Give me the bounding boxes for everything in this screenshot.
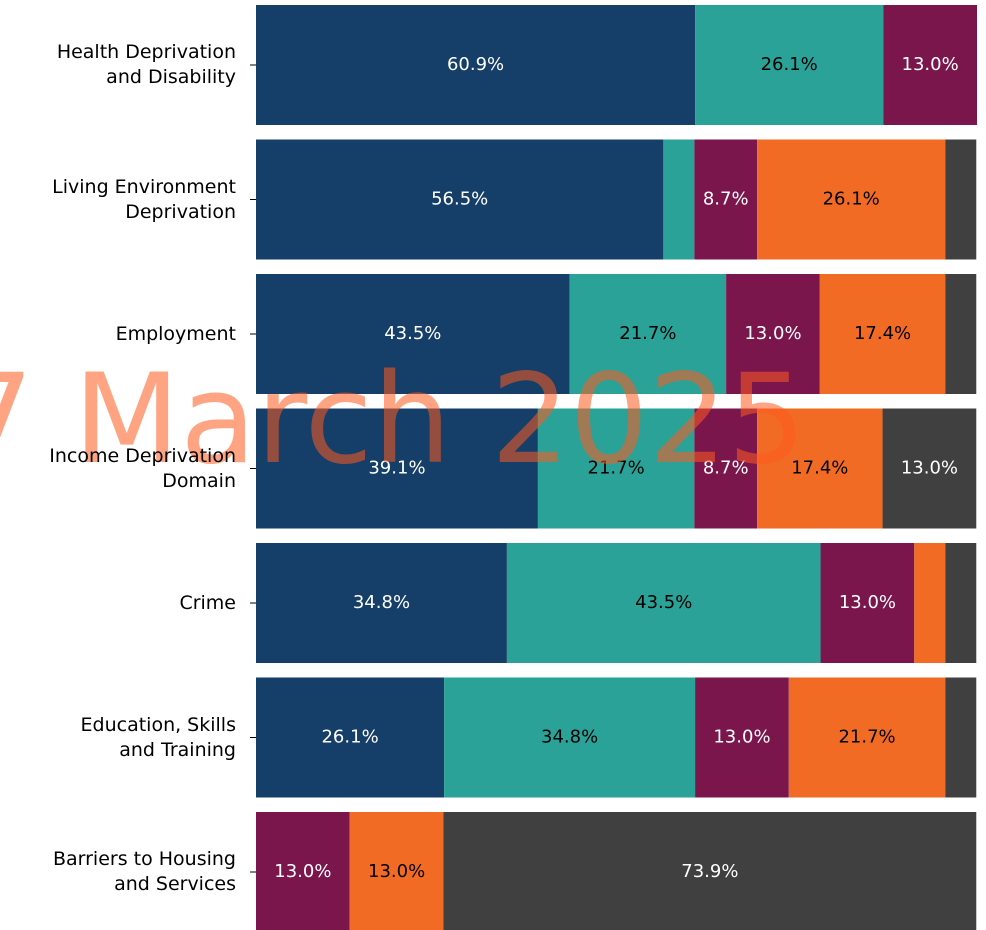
- value-label: 21.7%: [619, 323, 676, 344]
- y-tick-label: Education, Skills and Training: [80, 713, 236, 761]
- value-label: 21.7%: [588, 458, 645, 479]
- value-label: 8.7%: [703, 458, 749, 479]
- bar-segment: [256, 812, 350, 930]
- bar-segment: [256, 274, 570, 394]
- bar-segment: [882, 408, 977, 529]
- value-label: 21.7%: [838, 727, 895, 748]
- value-label: 60.9%: [447, 54, 504, 75]
- value-label: 13.0%: [744, 323, 801, 344]
- bar-segment: [569, 274, 727, 394]
- bar-segment: [726, 274, 820, 394]
- bar-segment: [349, 812, 444, 930]
- y-tick-label: Income Deprivation Domain: [49, 444, 236, 492]
- value-label: 13.0%: [274, 861, 331, 882]
- bar-segment: [757, 139, 946, 260]
- bar-segment: [757, 408, 883, 529]
- y-tick-label: Barriers to Housing and Services: [52, 848, 236, 895]
- value-label: 13.0%: [902, 54, 959, 75]
- value-label: 13.0%: [901, 458, 958, 479]
- value-label: 43.5%: [635, 592, 692, 613]
- bar-segment: [945, 139, 977, 260]
- bar-segment: [694, 139, 758, 260]
- value-label: 13.0%: [368, 861, 425, 882]
- value-label: 73.9%: [681, 861, 738, 882]
- bar-segment: [694, 408, 758, 529]
- bar-segment: [945, 274, 977, 394]
- y-tick-label: Employment: [115, 322, 236, 345]
- bar-segment: [506, 543, 821, 663]
- bar-segment: [256, 5, 696, 125]
- bar-segment: [256, 677, 445, 798]
- bar-segment: [945, 543, 977, 663]
- value-label: 43.5%: [384, 323, 441, 344]
- bar-segment: [663, 139, 695, 260]
- bar-segment: [537, 408, 695, 529]
- watermark: 7 March 2025: [0, 348, 806, 492]
- value-label: 34.8%: [353, 592, 410, 613]
- bar-segment: [788, 677, 946, 798]
- bar-segment: [256, 139, 664, 260]
- value-label: 17.4%: [854, 323, 911, 344]
- value-label: 17.4%: [791, 458, 848, 479]
- bar-segment: [695, 677, 789, 798]
- value-label: 13.0%: [713, 727, 770, 748]
- bar-segment: [443, 812, 977, 930]
- bar-segment: [444, 677, 696, 798]
- bar-segment: [883, 5, 977, 125]
- value-label: 26.1%: [823, 189, 880, 210]
- y-tick-label: Crime: [179, 591, 236, 614]
- y-tick-label: Living Environment Deprivation: [52, 175, 236, 223]
- bar-segment: [256, 543, 507, 663]
- value-label: 26.1%: [321, 727, 378, 748]
- bar-segment: [256, 408, 538, 529]
- value-label: 26.1%: [761, 54, 818, 75]
- bar-segment: [914, 543, 946, 663]
- value-label: 34.8%: [541, 727, 598, 748]
- y-tick-label: Health Deprivation and Disability: [56, 41, 236, 88]
- value-label: 13.0%: [839, 592, 896, 613]
- bar-segment: [945, 677, 977, 798]
- bar-segment: [819, 274, 946, 394]
- value-label: 56.5%: [431, 189, 488, 210]
- value-label: 8.7%: [703, 189, 749, 210]
- bar-segment: [820, 543, 915, 663]
- bar-segment: [695, 5, 884, 125]
- value-label: 39.1%: [368, 458, 425, 479]
